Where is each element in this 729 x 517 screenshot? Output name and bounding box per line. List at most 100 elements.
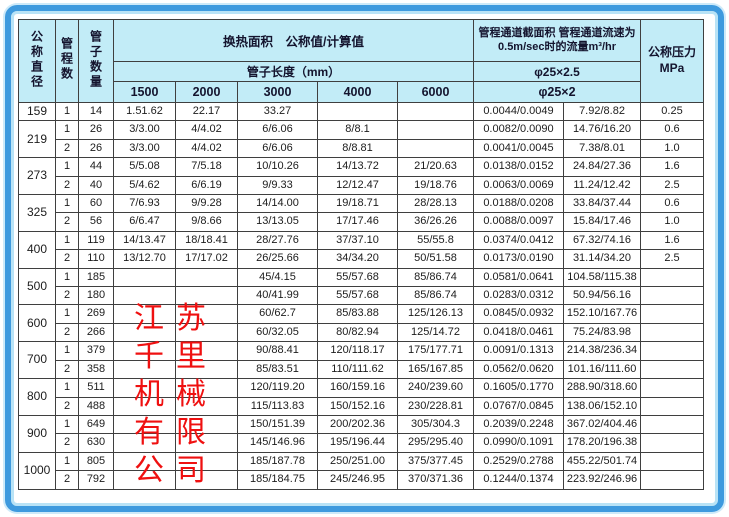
cell-len-2000: 9/8.66 xyxy=(175,212,238,232)
cell-len-6000: 295/295.40 xyxy=(397,433,474,453)
cell-flow-rate: 33.84/37.44 xyxy=(562,194,642,214)
cell-len-4000 xyxy=(317,101,398,122)
cell-diameter: 700 xyxy=(18,341,56,380)
cell-tube-count: 266 xyxy=(78,322,114,343)
cell-section-area: 0.0767/0.0845 xyxy=(473,396,564,416)
subheader-length-1500: 1500 xyxy=(113,81,176,103)
cell-pressure xyxy=(640,414,705,435)
subheader-tube-length: 管子长度（mm） xyxy=(113,61,474,82)
col-header-diameter: 公称直径 xyxy=(18,19,56,103)
cell-len-6000: 21/20.63 xyxy=(397,157,474,177)
cell-len-2000 xyxy=(175,286,238,306)
cell-len-4000: 80/82.94 xyxy=(317,322,398,343)
cell-len-3000: 185/184.75 xyxy=(237,470,318,490)
cell-len-2000: 17/17.02 xyxy=(175,249,238,269)
cell-tube-count: 119 xyxy=(78,230,114,251)
cell-section-area: 0.2529/0.2788 xyxy=(473,451,564,472)
cell-len-6000 xyxy=(397,101,474,122)
cell-len-2000 xyxy=(175,322,238,343)
cell-passes: 2 xyxy=(55,249,79,269)
cell-len-2000 xyxy=(175,396,238,416)
cell-pressure xyxy=(640,304,705,324)
cell-diameter: 900 xyxy=(18,414,56,453)
cell-diameter: 219 xyxy=(18,120,56,159)
cell-len-3000: 120/119.20 xyxy=(237,378,318,398)
cell-tube-count: 14 xyxy=(78,101,114,122)
cell-len-2000: 6/6.19 xyxy=(175,175,238,196)
cell-tube-count: 26 xyxy=(78,138,114,159)
cell-passes: 2 xyxy=(55,396,79,416)
cell-len-3000: 45/4.15 xyxy=(237,267,318,288)
cell-len-2000 xyxy=(175,470,238,490)
cell-len-3000: 115/113.83 xyxy=(237,396,318,416)
cell-len-3000: 90/88.41 xyxy=(237,341,318,361)
cell-flow-rate: 31.14/34.20 xyxy=(562,249,642,269)
cell-flow-rate: 7.92/8.82 xyxy=(562,101,642,122)
cell-passes: 2 xyxy=(55,138,79,159)
cell-pressure xyxy=(640,470,705,490)
cell-len-6000 xyxy=(397,120,474,140)
cell-len-4000: 12/12.47 xyxy=(317,175,398,196)
cell-section-area: 0.0845/0.0932 xyxy=(473,304,564,324)
cell-tube-count: 358 xyxy=(78,359,114,380)
cell-passes: 2 xyxy=(55,286,79,306)
cell-pressure: 1.6 xyxy=(640,157,705,177)
cell-passes: 1 xyxy=(55,341,79,361)
cell-len-2000: 7/5.18 xyxy=(175,157,238,177)
cell-section-area: 0.0082/0.0090 xyxy=(473,120,564,140)
cell-section-area: 0.0188/0.0208 xyxy=(473,194,564,214)
col-header-tubes-label: 管子数量 xyxy=(88,29,103,90)
cell-passes: 1 xyxy=(55,378,79,398)
cell-tube-count: 511 xyxy=(78,378,114,398)
cell-len-4000: 37/37.10 xyxy=(317,230,398,251)
cell-passes: 1 xyxy=(55,414,79,435)
cell-diameter: 800 xyxy=(18,378,56,416)
cell-len-6000: 375/377.45 xyxy=(397,451,474,472)
cell-len-1500 xyxy=(113,414,176,435)
cell-len-1500 xyxy=(113,470,176,490)
cell-len-1500 xyxy=(113,433,176,453)
table-row: 325 1 60 7/6.93 9/9.28 14/14.00 19/18.71 28/28.… xyxy=(18,194,705,232)
cell-diameter: 159 xyxy=(18,101,56,122)
table-row: 2 56 6/6.47 9/8.66 13/13.05 17/17.46 36/26.26 0… xyxy=(19,212,705,232)
cell-len-4000: 19/18.71 xyxy=(317,194,398,214)
cell-section-area: 0.0581/0.0641 xyxy=(473,267,564,288)
cell-len-4000: 55/57.68 xyxy=(317,267,398,288)
cell-passes: 1 xyxy=(55,451,79,472)
cell-tube-count: 56 xyxy=(78,212,114,232)
cell-diameter: 273 xyxy=(18,157,56,196)
cell-pressure xyxy=(640,341,705,361)
table-row: 159 1 14 1.51.62 22.17 33.27 0.0044/0.0049 7.92… xyxy=(18,101,705,122)
cell-len-4000: 14/13.72 xyxy=(317,157,398,177)
cell-len-2000 xyxy=(175,304,238,324)
cell-len-3000: 40/41.99 xyxy=(237,286,318,306)
cell-len-2000: 18/18.41 xyxy=(175,230,238,251)
cell-pressure xyxy=(640,322,705,343)
cell-flow-rate: 11.24/12.42 xyxy=(562,175,642,196)
col-header-passes: 管程数 xyxy=(55,19,79,103)
cell-len-6000: 85/86.74 xyxy=(397,286,474,306)
cell-tube-count: 792 xyxy=(78,470,114,490)
cell-tube-count: 185 xyxy=(78,267,114,288)
cell-pressure xyxy=(640,451,705,472)
cell-len-6000: 125/14.72 xyxy=(397,322,474,343)
cell-diameter: 600 xyxy=(18,304,56,343)
cell-len-1500 xyxy=(113,451,176,472)
cell-len-1500: 14/13.47 xyxy=(113,230,176,251)
cell-section-area: 0.0173/0.0190 xyxy=(473,249,564,269)
cell-len-1500: 7/6.93 xyxy=(113,194,176,214)
cell-passes: 1 xyxy=(55,157,79,177)
cell-pressure xyxy=(640,267,705,288)
cell-passes: 2 xyxy=(55,470,79,490)
cell-pressure: 2.5 xyxy=(640,249,705,269)
cell-len-1500: 5/4.62 xyxy=(113,175,176,196)
table-row: 2 26 3/3.00 4/4.02 6/6.06 8/8.81 0.0041/0.0045… xyxy=(19,138,705,159)
cell-len-4000: 85/83.88 xyxy=(317,304,398,324)
table-row: 2 180 40/41.99 55/57.68 85/86.74 0.0283/0.031… xyxy=(19,286,705,306)
cell-len-3000: 145/146.96 xyxy=(237,433,318,453)
cell-flow-rate: 178.20/196.38 xyxy=(562,433,642,453)
cell-diameter: 500 xyxy=(18,267,56,306)
table-row: 1000 1 805 185/187.78 250/251.00 375/377.45 0.… xyxy=(18,451,705,490)
cell-len-2000: 22.17 xyxy=(175,101,238,122)
cell-len-2000 xyxy=(175,341,238,361)
